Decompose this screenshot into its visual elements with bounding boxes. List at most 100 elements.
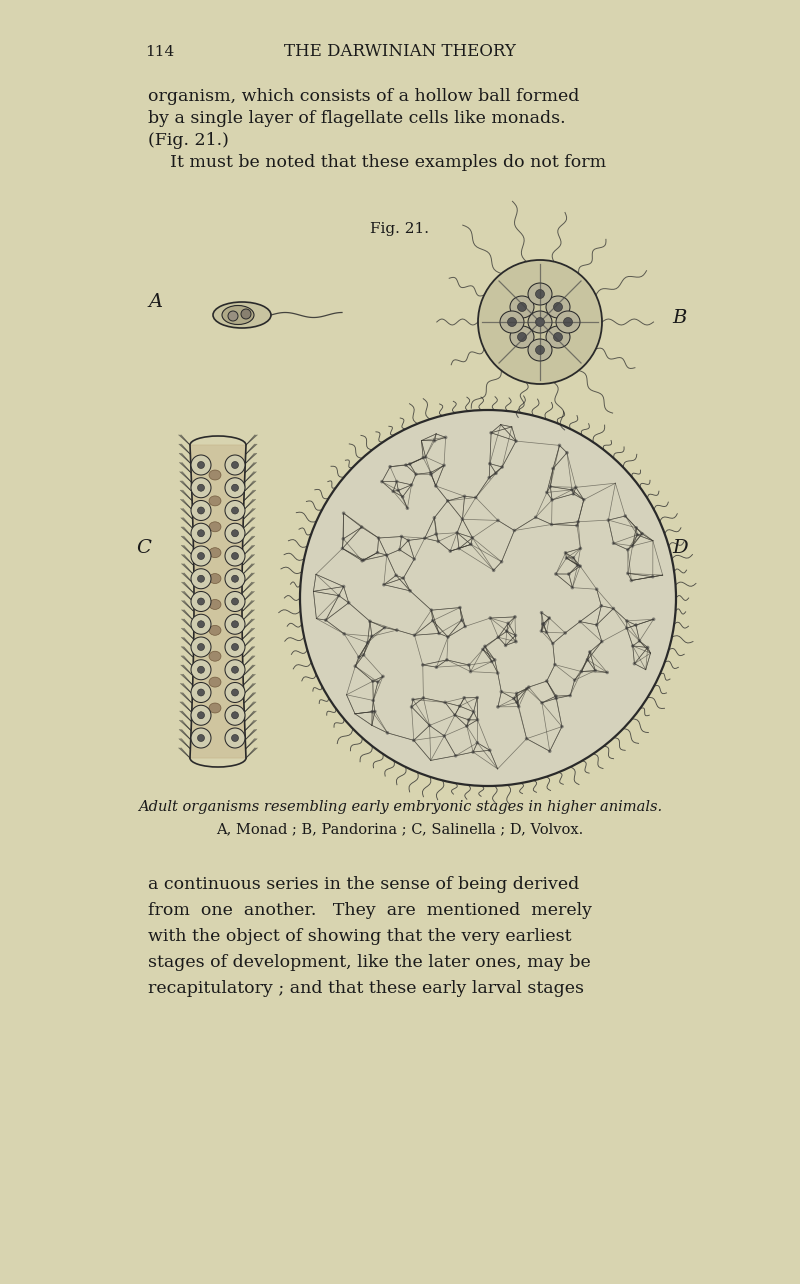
Circle shape bbox=[470, 535, 474, 539]
Circle shape bbox=[612, 607, 615, 610]
Circle shape bbox=[576, 520, 580, 524]
Circle shape bbox=[517, 705, 521, 709]
Circle shape bbox=[354, 664, 357, 668]
Circle shape bbox=[385, 553, 389, 557]
Circle shape bbox=[576, 564, 579, 568]
Circle shape bbox=[640, 532, 644, 535]
Circle shape bbox=[300, 410, 676, 786]
Circle shape bbox=[545, 630, 548, 634]
Circle shape bbox=[515, 701, 519, 704]
Ellipse shape bbox=[222, 306, 254, 325]
Circle shape bbox=[360, 525, 363, 529]
Circle shape bbox=[368, 619, 372, 623]
Text: B: B bbox=[672, 309, 686, 327]
Circle shape bbox=[225, 501, 245, 520]
Circle shape bbox=[535, 345, 545, 354]
Circle shape bbox=[496, 705, 500, 709]
Circle shape bbox=[575, 524, 578, 528]
Circle shape bbox=[341, 547, 344, 551]
Circle shape bbox=[225, 546, 245, 566]
Circle shape bbox=[430, 609, 433, 612]
Ellipse shape bbox=[510, 326, 534, 348]
Circle shape bbox=[377, 537, 380, 539]
Circle shape bbox=[414, 473, 418, 476]
Circle shape bbox=[198, 734, 205, 741]
Circle shape bbox=[413, 633, 416, 637]
Circle shape bbox=[231, 484, 238, 492]
Ellipse shape bbox=[209, 704, 221, 713]
Circle shape bbox=[231, 711, 238, 719]
Circle shape bbox=[630, 579, 633, 582]
Circle shape bbox=[564, 551, 567, 555]
Circle shape bbox=[231, 690, 238, 696]
Text: with the object of showing that the very earliest: with the object of showing that the very… bbox=[148, 928, 571, 945]
Circle shape bbox=[507, 317, 517, 326]
Ellipse shape bbox=[209, 625, 221, 636]
Circle shape bbox=[231, 620, 238, 628]
Circle shape bbox=[472, 710, 475, 714]
Circle shape bbox=[467, 664, 470, 666]
Circle shape bbox=[594, 669, 597, 673]
Circle shape bbox=[553, 663, 557, 666]
Ellipse shape bbox=[528, 311, 552, 333]
Circle shape bbox=[457, 547, 461, 551]
Circle shape bbox=[578, 620, 582, 624]
Circle shape bbox=[633, 661, 636, 665]
Circle shape bbox=[381, 674, 385, 678]
Circle shape bbox=[231, 734, 238, 741]
Circle shape bbox=[225, 478, 245, 498]
Circle shape bbox=[408, 462, 412, 466]
Circle shape bbox=[422, 456, 425, 460]
Circle shape bbox=[362, 559, 366, 562]
Circle shape bbox=[191, 728, 211, 749]
Circle shape bbox=[488, 749, 491, 752]
Circle shape bbox=[191, 546, 211, 566]
Circle shape bbox=[547, 616, 551, 620]
Circle shape bbox=[469, 543, 473, 546]
Ellipse shape bbox=[209, 574, 221, 583]
Circle shape bbox=[198, 598, 205, 605]
Text: by a single layer of flagellate cells like monads.: by a single layer of flagellate cells li… bbox=[148, 110, 566, 127]
Circle shape bbox=[225, 637, 245, 657]
Ellipse shape bbox=[546, 297, 570, 318]
Text: (Fig. 21.): (Fig. 21.) bbox=[148, 132, 229, 149]
Circle shape bbox=[342, 511, 346, 515]
Circle shape bbox=[635, 533, 639, 537]
Circle shape bbox=[465, 724, 469, 728]
Circle shape bbox=[540, 611, 543, 615]
Text: Adult organisms resembling early embryonic stages in higher animals.: Adult organisms resembling early embryon… bbox=[138, 800, 662, 814]
Circle shape bbox=[362, 654, 366, 656]
Ellipse shape bbox=[528, 339, 552, 361]
Text: D: D bbox=[672, 539, 688, 557]
Circle shape bbox=[370, 710, 374, 714]
Circle shape bbox=[512, 697, 516, 700]
Circle shape bbox=[565, 451, 569, 455]
Circle shape bbox=[525, 687, 529, 691]
Ellipse shape bbox=[209, 600, 221, 610]
Circle shape bbox=[469, 670, 472, 673]
Circle shape bbox=[475, 696, 479, 700]
Circle shape bbox=[514, 439, 518, 443]
Circle shape bbox=[434, 665, 438, 669]
Circle shape bbox=[231, 598, 238, 605]
Circle shape bbox=[505, 629, 509, 633]
Circle shape bbox=[551, 466, 555, 470]
Circle shape bbox=[191, 705, 211, 725]
Circle shape bbox=[198, 620, 205, 628]
Circle shape bbox=[534, 515, 538, 519]
Circle shape bbox=[458, 606, 462, 610]
Circle shape bbox=[550, 523, 554, 526]
Circle shape bbox=[408, 589, 412, 593]
Circle shape bbox=[191, 478, 211, 498]
Circle shape bbox=[467, 718, 470, 722]
Circle shape bbox=[548, 750, 551, 752]
Circle shape bbox=[225, 728, 245, 749]
Circle shape bbox=[342, 632, 346, 636]
Circle shape bbox=[225, 524, 245, 543]
Circle shape bbox=[231, 461, 238, 469]
Circle shape bbox=[198, 575, 205, 582]
Circle shape bbox=[428, 724, 431, 727]
Circle shape bbox=[652, 618, 655, 621]
Circle shape bbox=[191, 569, 211, 589]
Circle shape bbox=[494, 471, 498, 475]
